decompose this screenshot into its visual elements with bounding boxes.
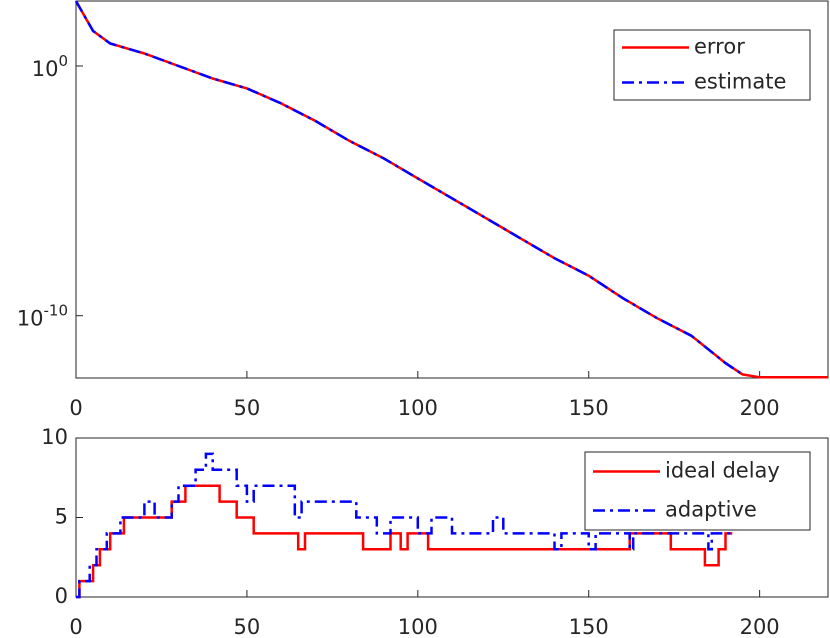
series-line — [76, 452, 733, 599]
y-tick-label: 100 — [32, 51, 68, 81]
y-tick-label: 5 — [55, 505, 68, 529]
x-tick-label: 200 — [740, 615, 780, 638]
x-tick-label: 150 — [569, 396, 609, 420]
x-tick-label: 150 — [569, 615, 609, 638]
legend-box — [584, 451, 811, 531]
series-line — [76, 484, 733, 599]
x-tick-label: 100 — [398, 615, 438, 638]
axes-box — [75, 0, 829, 379]
x-tick-label: 0 — [69, 396, 82, 420]
y-tick-label: 10 — [41, 425, 68, 449]
legend-label: error — [694, 35, 745, 59]
legend-label: estimate — [694, 70, 786, 94]
y-tick-label: 10-10 — [17, 301, 68, 331]
x-tick-label: 0 — [69, 615, 82, 638]
x-tick-label: 50 — [234, 615, 261, 638]
legend-box — [613, 29, 811, 101]
y-tick-label: 0 — [55, 584, 68, 608]
x-tick-label: 200 — [740, 396, 780, 420]
series-line — [74, 0, 744, 376]
legend-label: adaptive — [665, 498, 757, 522]
legend-label: ideal delay — [665, 459, 780, 483]
x-tick-label: 100 — [398, 396, 438, 420]
x-tick-label: 50 — [234, 396, 261, 420]
